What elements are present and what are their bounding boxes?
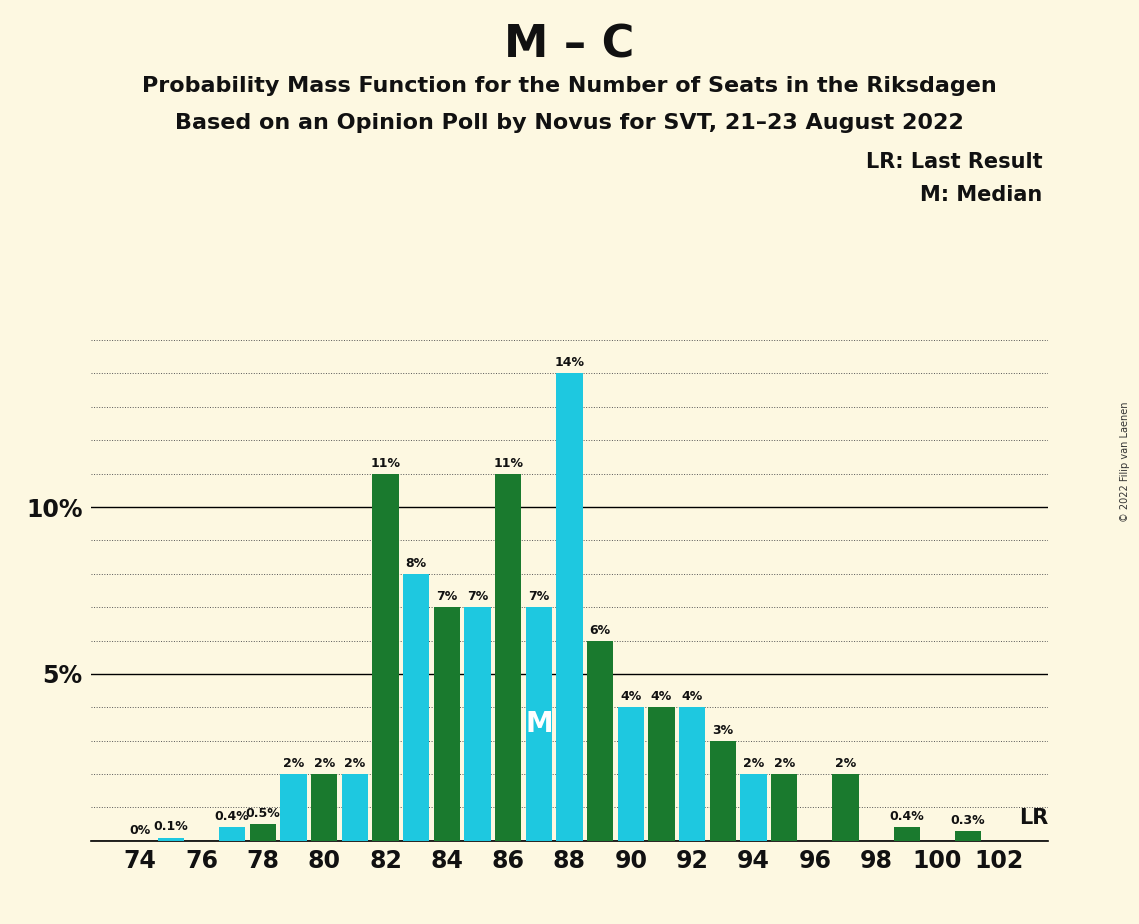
Text: 4%: 4% (650, 690, 672, 703)
Text: 11%: 11% (493, 456, 523, 469)
Text: 4%: 4% (681, 690, 703, 703)
Text: Probability Mass Function for the Number of Seats in the Riksdagen: Probability Mass Function for the Number… (142, 76, 997, 96)
Text: 0%: 0% (130, 824, 150, 837)
Bar (679, 707, 705, 841)
Bar (219, 828, 245, 841)
Bar (403, 574, 429, 841)
Text: LR: Last Result: LR: Last Result (866, 152, 1042, 173)
Text: 7%: 7% (528, 590, 549, 603)
Text: 2%: 2% (743, 757, 764, 770)
Text: 2%: 2% (313, 757, 335, 770)
Bar (617, 707, 644, 841)
Text: Based on an Opinion Poll by Novus for SVT, 21–23 August 2022: Based on an Opinion Poll by Novus for SV… (175, 113, 964, 133)
Bar (465, 607, 491, 841)
Text: 14%: 14% (555, 357, 584, 370)
Bar (740, 774, 767, 841)
Text: 7%: 7% (467, 590, 489, 603)
Text: LR: LR (1018, 808, 1048, 828)
Bar (249, 824, 276, 841)
Text: 0.4%: 0.4% (890, 810, 924, 823)
Text: 3%: 3% (712, 723, 734, 736)
Text: M – C: M – C (505, 23, 634, 67)
Bar (557, 373, 582, 841)
Text: 2%: 2% (835, 757, 857, 770)
Bar (956, 831, 981, 841)
Text: M: M (525, 710, 552, 738)
Bar (648, 707, 674, 841)
Bar (158, 837, 183, 841)
Bar (587, 640, 613, 841)
Text: 0.5%: 0.5% (246, 808, 280, 821)
Text: 4%: 4% (621, 690, 641, 703)
Bar (833, 774, 859, 841)
Bar (771, 774, 797, 841)
Text: 2%: 2% (344, 757, 366, 770)
Text: 11%: 11% (370, 456, 401, 469)
Text: 2%: 2% (282, 757, 304, 770)
Bar (710, 741, 736, 841)
Text: 0.1%: 0.1% (154, 821, 188, 833)
Bar (342, 774, 368, 841)
Text: 0.4%: 0.4% (215, 810, 249, 823)
Bar (495, 474, 522, 841)
Text: 7%: 7% (436, 590, 458, 603)
Bar (526, 607, 552, 841)
Bar (311, 774, 337, 841)
Bar (894, 828, 920, 841)
Text: 2%: 2% (773, 757, 795, 770)
Text: © 2022 Filip van Laenen: © 2022 Filip van Laenen (1120, 402, 1130, 522)
Bar (434, 607, 460, 841)
Bar (280, 774, 306, 841)
Bar (372, 474, 399, 841)
Text: 6%: 6% (590, 624, 611, 637)
Text: 0.3%: 0.3% (951, 814, 985, 827)
Text: M: Median: M: Median (920, 185, 1042, 205)
Text: 8%: 8% (405, 557, 427, 570)
